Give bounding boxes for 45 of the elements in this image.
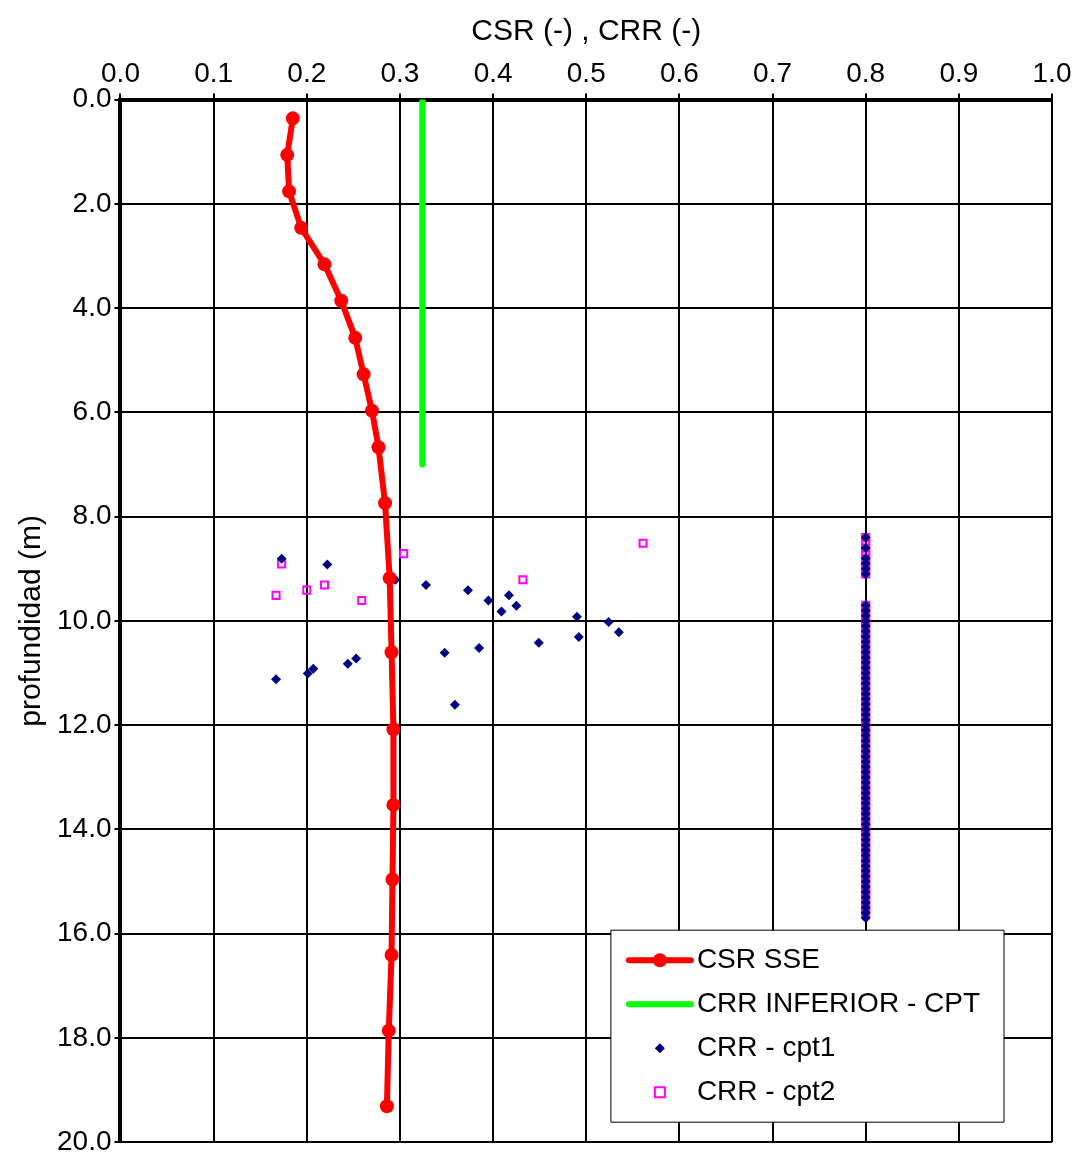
point — [378, 496, 393, 511]
point — [282, 184, 297, 199]
point — [384, 948, 399, 963]
point — [348, 330, 363, 345]
point — [384, 645, 399, 660]
y-tick-label: 8.0 — [72, 499, 112, 531]
y-tick-label: 16.0 — [57, 916, 112, 948]
legend-label: CRR - cpt1 — [696, 1030, 836, 1062]
point — [381, 1023, 396, 1038]
y-tick-label: 6.0 — [72, 395, 112, 427]
legend-label: CRR - cpt2 — [696, 1074, 836, 1106]
x-tick-label: 0.1 — [194, 56, 234, 88]
point — [382, 571, 397, 586]
y-tick-label: 18.0 — [57, 1020, 112, 1052]
y-tick-label: 4.0 — [72, 290, 112, 322]
point — [386, 797, 401, 812]
point — [317, 257, 332, 272]
x-axis-title: CSR (-) , CRR (-) — [471, 13, 702, 47]
point — [386, 722, 401, 737]
point — [371, 440, 386, 455]
y-tick-label: 2.0 — [72, 186, 112, 218]
x-tick-label: 0.4 — [473, 56, 513, 88]
y-axis-title: profundidad (m) — [13, 515, 47, 727]
point — [280, 147, 295, 162]
point — [294, 220, 309, 235]
y-tick-label: 14.0 — [57, 812, 112, 844]
x-tick-label: 0.3 — [380, 56, 420, 88]
x-tick-label: 0.6 — [659, 56, 699, 88]
legend-label: CSR SSE — [696, 942, 820, 974]
legend-label: CRR INFERIOR - CPT — [696, 986, 981, 1018]
x-tick-label: 0.7 — [753, 56, 793, 88]
x-tick-label: 0.9 — [939, 56, 979, 88]
x-tick-label: 0.5 — [566, 56, 606, 88]
point — [365, 403, 379, 418]
x-tick-label: 1.0 — [1032, 56, 1072, 88]
point — [385, 872, 400, 887]
y-tick-label: 10.0 — [57, 603, 112, 635]
point — [356, 367, 371, 382]
point — [334, 293, 349, 308]
x-tick-label: 0.2 — [287, 56, 327, 88]
point — [285, 111, 300, 126]
x-tick-label: 0.8 — [846, 56, 886, 88]
y-tick-label: 20.0 — [57, 1124, 112, 1156]
point — [379, 1099, 394, 1114]
y-tick-label: 12.0 — [57, 707, 112, 739]
